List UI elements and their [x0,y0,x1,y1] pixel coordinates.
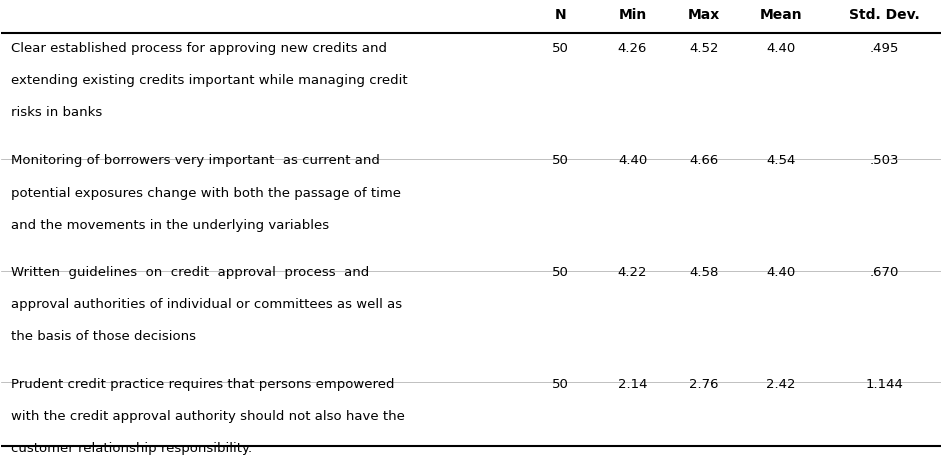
Text: risks in banks: risks in banks [10,106,102,119]
Text: 1.144: 1.144 [866,378,903,391]
Text: 4.66: 4.66 [690,154,719,167]
Text: 2.76: 2.76 [690,378,719,391]
Text: 4.54: 4.54 [766,154,796,167]
Text: Clear established process for approving new credits and: Clear established process for approving … [10,42,387,55]
Text: .503: .503 [869,154,899,167]
Text: with the credit approval authority should not also have the: with the credit approval authority shoul… [10,410,405,423]
Text: 50: 50 [552,42,569,55]
Text: 50: 50 [552,378,569,391]
Text: 4.52: 4.52 [690,42,719,55]
Text: extending existing credits important while managing credit: extending existing credits important whi… [10,74,407,87]
Text: Max: Max [688,7,720,22]
Text: 2.14: 2.14 [618,378,647,391]
Text: 4.40: 4.40 [618,154,647,167]
Text: Std. Dev.: Std. Dev. [849,7,919,22]
Text: the basis of those decisions: the basis of those decisions [10,331,196,344]
Text: 4.58: 4.58 [690,266,719,279]
Text: .670: .670 [869,266,899,279]
Text: 2.42: 2.42 [766,378,796,391]
Text: .495: .495 [869,42,899,55]
Text: Monitoring of borrowers very important  as current and: Monitoring of borrowers very important a… [10,154,380,167]
Text: 50: 50 [552,154,569,167]
Text: 4.40: 4.40 [767,42,796,55]
Text: N: N [555,7,566,22]
Text: 4.40: 4.40 [767,266,796,279]
Text: Mean: Mean [759,7,803,22]
Text: potential exposures change with both the passage of time: potential exposures change with both the… [10,186,400,200]
Text: customer relationship responsibility.: customer relationship responsibility. [10,442,252,455]
Text: Min: Min [618,7,646,22]
Text: 4.26: 4.26 [618,42,647,55]
Text: Written  guidelines  on  credit  approval  process  and: Written guidelines on credit approval pr… [10,266,369,279]
Text: Prudent credit practice requires that persons empowered: Prudent credit practice requires that pe… [10,378,395,391]
Text: 50: 50 [552,266,569,279]
Text: and the movements in the underlying variables: and the movements in the underlying vari… [10,219,329,232]
Text: approval authorities of individual or committees as well as: approval authorities of individual or co… [10,298,402,311]
Text: 4.22: 4.22 [618,266,647,279]
